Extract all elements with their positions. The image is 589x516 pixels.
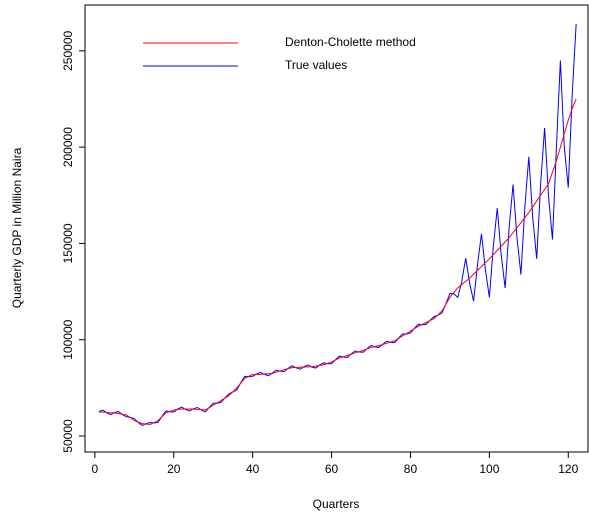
legend-label: Denton-Cholette method: [285, 35, 416, 49]
series-line: [98, 23, 577, 426]
y-axis-label: Quarterly GDP in Million Naira: [10, 147, 24, 308]
plot-box: [84, 4, 589, 453]
y-tick-label: 150000: [61, 223, 75, 263]
x-tick-label: 60: [325, 462, 339, 476]
legend-label: True values: [285, 58, 347, 72]
x-tick-label: 120: [558, 462, 578, 476]
y-tick-label: 50000: [61, 419, 75, 453]
x-axis-label: Quarters: [313, 497, 360, 511]
x-tick-label: 0: [92, 462, 99, 476]
y-tick-label: 100000: [61, 319, 75, 359]
x-tick-label: 100: [479, 462, 499, 476]
series-line: [98, 98, 577, 425]
x-tick-label: 20: [167, 462, 181, 476]
y-tick-label: 200000: [61, 127, 75, 167]
x-tick-label: 40: [246, 462, 260, 476]
y-tick-label: 250000: [61, 30, 75, 70]
x-tick-label: 80: [404, 462, 418, 476]
